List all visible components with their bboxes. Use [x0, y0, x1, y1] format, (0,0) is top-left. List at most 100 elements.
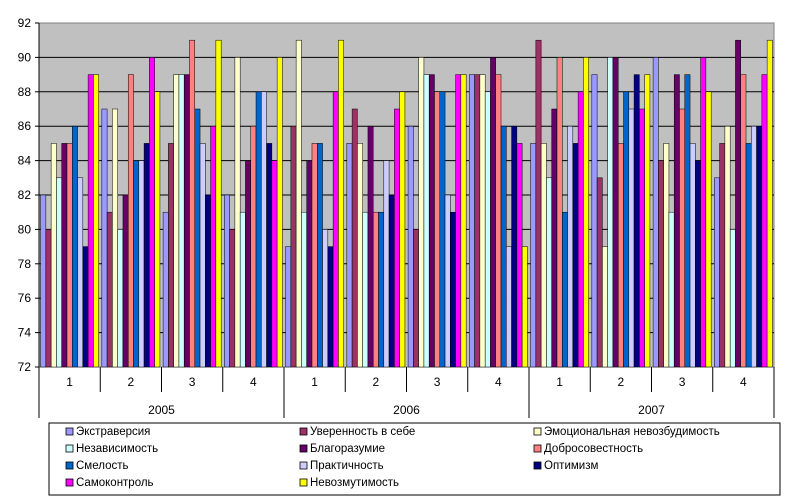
bar — [261, 91, 267, 368]
x-tick-label: 4 — [250, 375, 257, 389]
bar — [306, 160, 313, 368]
bar — [56, 177, 62, 368]
bar — [77, 177, 84, 368]
bar — [484, 91, 491, 368]
gridlines — [39, 56, 774, 334]
bar — [367, 125, 374, 368]
bar — [351, 108, 358, 368]
bar — [61, 143, 68, 368]
legend-swatch — [533, 444, 542, 453]
bar — [663, 143, 670, 368]
legend-label: Экстраверсия — [76, 426, 150, 438]
legend-label: Смелость — [76, 460, 128, 472]
bar — [567, 125, 574, 368]
x-year-label: 2005 — [148, 403, 175, 417]
bar — [506, 246, 512, 368]
bar — [719, 143, 726, 368]
bar — [756, 125, 763, 368]
legend-swatch — [299, 461, 308, 470]
bar — [652, 57, 659, 368]
bar — [434, 91, 441, 368]
y-tick-label: 82 — [18, 188, 32, 202]
bar — [439, 91, 446, 368]
bar — [577, 91, 584, 368]
x-tick-label: 1 — [556, 375, 563, 389]
bar — [173, 74, 180, 368]
bar — [322, 229, 329, 368]
bar — [45, 229, 52, 368]
bar — [751, 125, 757, 368]
bar — [535, 39, 542, 368]
bar — [639, 108, 645, 368]
bar — [551, 108, 558, 368]
legend-swatch — [299, 444, 308, 453]
y-tick-label: 78 — [18, 257, 32, 271]
legend-swatch — [65, 461, 74, 470]
bar — [127, 74, 134, 368]
bar — [301, 211, 307, 368]
bar — [633, 74, 640, 368]
y-tick-label: 84 — [18, 154, 32, 168]
bar — [383, 160, 390, 368]
bar — [117, 229, 124, 368]
bar — [455, 74, 462, 368]
bar — [623, 91, 630, 368]
bar — [250, 125, 257, 368]
bar — [239, 211, 246, 368]
bar — [761, 74, 768, 368]
bar — [255, 91, 262, 368]
bar — [658, 160, 664, 368]
y-tick-label: 74 — [18, 326, 32, 340]
bar — [66, 143, 73, 368]
bar — [112, 108, 118, 368]
y-tick-label: 88 — [18, 85, 32, 99]
legend-swatch — [65, 478, 74, 487]
legend-swatch — [299, 427, 308, 436]
bar — [87, 74, 94, 368]
legend-swatch — [299, 478, 308, 487]
bar — [695, 160, 701, 368]
bar — [474, 74, 481, 368]
legend-label: Невозмутимость — [310, 477, 399, 489]
bar — [705, 91, 712, 368]
bar — [766, 39, 773, 368]
bar — [72, 125, 78, 368]
legend-label: Эмоциональная невозбудимость — [544, 426, 720, 438]
bar — [689, 143, 696, 368]
bar — [546, 177, 552, 368]
bar — [205, 194, 211, 368]
legend-swatch — [65, 444, 74, 453]
bar — [583, 57, 589, 368]
bar — [332, 91, 339, 368]
x-tick-label: 3 — [434, 375, 441, 389]
x-tick-label: 1 — [66, 375, 73, 389]
x-tick-label: 2 — [373, 375, 380, 389]
bar — [154, 91, 161, 368]
legend-swatch — [533, 427, 542, 436]
x-tick-label: 2 — [128, 375, 135, 389]
bar — [101, 108, 108, 368]
bar — [628, 108, 635, 368]
legend: Экстраверсия Уверенность в себе Эмоциональ… — [48, 422, 781, 496]
x-tick-label: 4 — [740, 375, 747, 389]
bar — [714, 177, 720, 368]
bar — [607, 57, 614, 368]
legend-swatch — [65, 427, 74, 436]
bar — [388, 194, 395, 368]
y-tick-label: 86 — [18, 119, 32, 133]
bar — [168, 143, 174, 368]
bar — [290, 125, 297, 368]
legend-label: Благоразумие — [310, 443, 385, 455]
y-axis: 72 74 76 78 80 82 84 86 88 90 92 — [18, 16, 40, 374]
bar — [234, 57, 241, 368]
bar — [572, 143, 579, 368]
bar — [122, 194, 129, 368]
bar — [138, 160, 145, 368]
bar — [596, 177, 603, 368]
bar — [133, 160, 140, 368]
legend-label: Оптимизм — [544, 460, 598, 472]
x-year-label: 2007 — [638, 403, 665, 417]
bar — [378, 211, 385, 368]
y-tick-label: 92 — [18, 16, 32, 30]
